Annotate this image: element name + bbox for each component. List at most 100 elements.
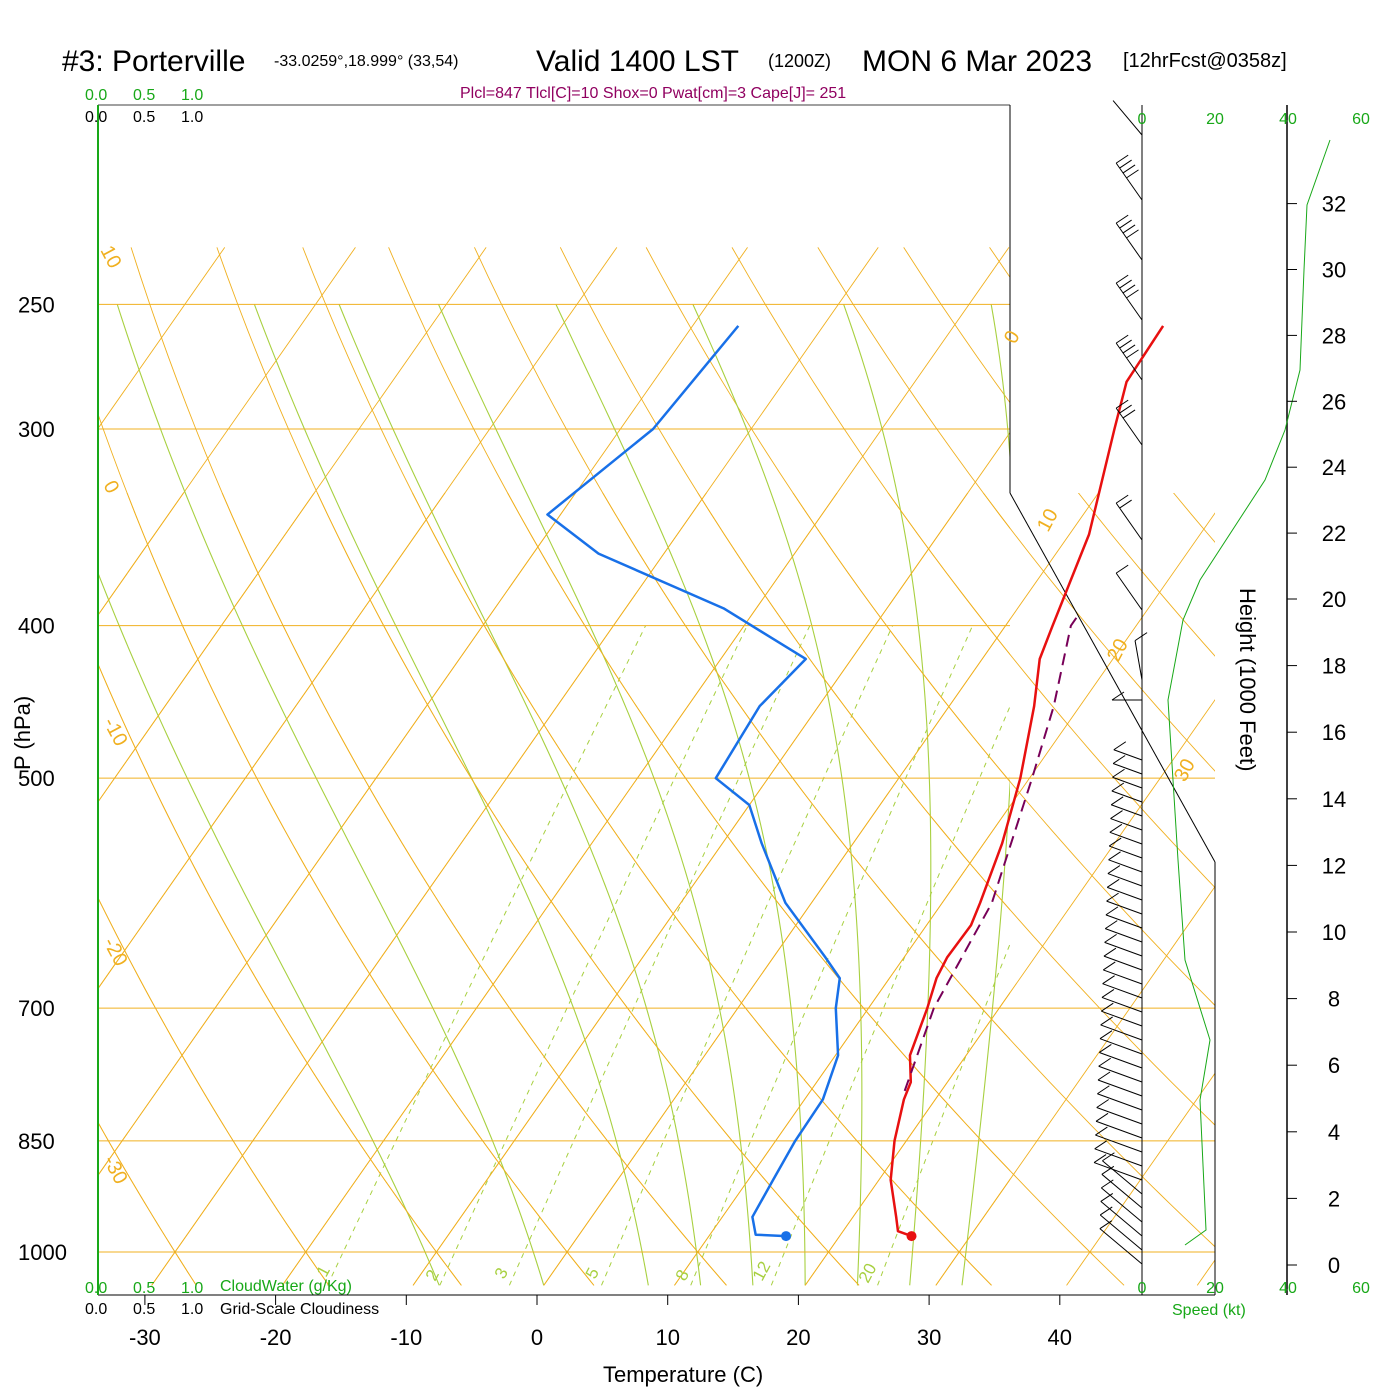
wind-barb-flag [1108,837,1122,847]
isotherm-label: 10 [1033,505,1063,535]
wind-barb [1101,1010,1143,1027]
wind-barb-flag [1099,1220,1113,1230]
dewpoint-trace [546,325,842,1238]
isotherm-line [1196,1259,1215,1286]
mixing-ratio-line [508,625,811,1286]
dry-adiabat-line [887,493,1215,889]
mixing-ratio-line [770,705,1010,1286]
height-tick-label: 16 [1322,720,1346,745]
height-tick-label: 22 [1322,521,1346,546]
wind-barb-flag [1095,1112,1109,1122]
wind-barb-flag [1115,494,1129,504]
dry-adiabat-line [221,493,727,1286]
cw-bot-tick-1: 0.5 [133,1280,155,1297]
mixing-ratio-line [327,625,647,1286]
wind-barb-flag [1098,1057,1111,1067]
isotherm-line [98,493,446,990]
cw-top-tick-0: 0.0 [85,87,107,104]
wind-barb-flag [1106,878,1120,888]
height-tick-label: 20 [1322,587,1346,612]
cw-bot-tick-2: 1.0 [181,1280,203,1297]
wind-barb-flag [1122,164,1136,174]
temperature-tick-label: 0 [531,1325,543,1350]
speed-tick-bottom: 60 [1352,1280,1370,1297]
wind-barb-flag [1101,1179,1114,1189]
height-tick-label: 14 [1322,787,1346,812]
wind-barb-flag [1105,906,1119,916]
wind-barb-flag [1096,1099,1109,1108]
dry-adiabat-line [507,493,1125,1286]
stability-params: Plcl=847 Tlcl[C]=10 Shox=0 Pwat[cm]=3 Ca… [460,85,846,102]
wind-barb-flag [1119,159,1132,169]
dry-adiabat-line [697,493,1215,1126]
wind-barb [1097,1093,1143,1111]
wind-barb-flag [1119,404,1132,414]
wind-barb [1102,983,1143,999]
cloudwater-label: CloudWater (g/Kg) [220,1278,352,1295]
parcel-trace [903,616,1078,1092]
wind-barb-flag [1104,920,1118,930]
dry-adiabat-line [98,1121,197,1286]
height-tick-label: 4 [1328,1120,1340,1145]
wind-barb-flag [1126,229,1139,239]
moist-adiabat-line [961,304,1010,1286]
wind-barb-flag [1109,823,1123,833]
isotherm-line [804,699,1215,1286]
mixing-ratio-line [690,625,974,1286]
surface-dewpoint-marker [781,1231,792,1242]
wind-barb [1101,996,1143,1013]
isotherm-line [1197,247,1400,1285]
height-tick-label: 0 [1328,1253,1340,1278]
wind-barb [1106,900,1143,915]
wind-barb [1109,831,1143,845]
dry-adiabat-line [130,247,727,1286]
wind-barb-flag [1095,1126,1108,1136]
dry-adiabat-line [602,493,1215,1248]
wind-barb [1100,1024,1143,1041]
cw-top-tick-1: 0.5 [133,87,155,104]
wind-barb-flag [1099,1206,1113,1216]
wind-barb-flag [1094,1140,1108,1150]
temperature-tick-label: 30 [917,1325,941,1350]
wind-barb [1115,502,1143,541]
dry-adiabat-line [388,247,1010,1172]
wind-barb [1101,1173,1143,1209]
moist-adiabat-line [438,304,754,1286]
mixing-ratio-line [439,625,748,1286]
speed-tick-top: 60 [1352,111,1370,128]
wind-barb [1115,407,1143,446]
pressure-tick-label: 850 [18,1129,55,1154]
isotherm-line [98,247,618,990]
mixing-ratio-line [601,625,894,1286]
wind-barb [1108,859,1143,873]
wind-barb [1105,928,1143,943]
wind-barb [1115,282,1143,321]
cloudiness-scale-top: 0.0 0.5 1.0 [85,109,203,126]
temperature-tick-label: 40 [1048,1325,1072,1350]
title-forecast: [12hrFcst@0358z] [1123,50,1287,72]
temperature-tick-label: -10 [390,1325,422,1350]
wind-barb [1098,1065,1143,1083]
isotherm-line [98,247,226,430]
isotherm-line [98,493,577,1177]
isotherm-label: 30 [1170,755,1200,785]
wind-barb [1102,1160,1143,1195]
height-tick-label: 10 [1322,920,1346,945]
wind-barb-flag [1110,796,1124,806]
wind-barb-flag [1110,810,1123,819]
wind-barb-flag [1101,1002,1114,1012]
title-valid: Valid 1400 LST [536,45,739,78]
dry-adiabat-line [817,247,1010,529]
wind-barb-flag [1103,961,1116,971]
sounding-traces [546,325,1165,1242]
y-axis-title: P (hPa) [10,696,35,770]
speed-tick-top: 0 [1138,111,1147,128]
wind-barb [1097,1079,1143,1097]
wind-barb [1096,1107,1143,1125]
wind-barb-flag [1100,1193,1114,1202]
wind-barb [1095,1134,1143,1153]
diagram-background-lines [98,247,1400,1286]
wind-barb-flag [1099,1044,1112,1053]
